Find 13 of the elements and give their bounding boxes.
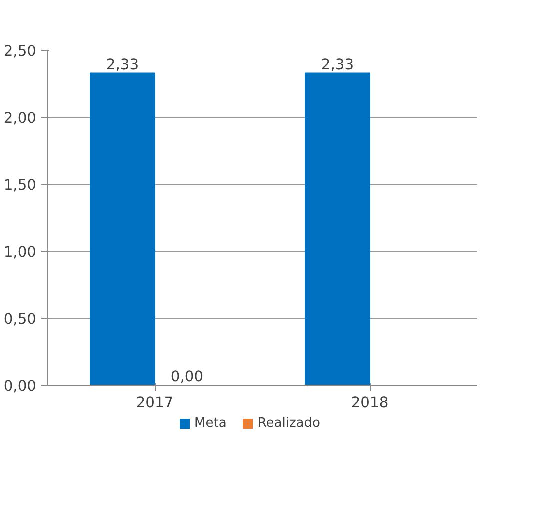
legend-label: Realizado	[258, 415, 320, 433]
y-tick-label: 2,50	[4, 43, 37, 60]
y-tick-label: 1,50	[4, 177, 37, 194]
y-tick-label: 2,00	[4, 110, 37, 127]
data-label: 2,33	[106, 56, 140, 74]
x-tick-label: 2018	[351, 394, 389, 412]
y-tick-label: 0,00	[4, 378, 37, 395]
y-tick-label: 0,50	[4, 311, 37, 328]
data-label: 2,33	[321, 56, 354, 74]
data-label: 0,00	[170, 368, 204, 386]
legend-label: Meta	[194, 415, 227, 433]
y-tick-label: 1,00	[4, 244, 37, 261]
x-tick-label: 2017	[136, 394, 174, 412]
